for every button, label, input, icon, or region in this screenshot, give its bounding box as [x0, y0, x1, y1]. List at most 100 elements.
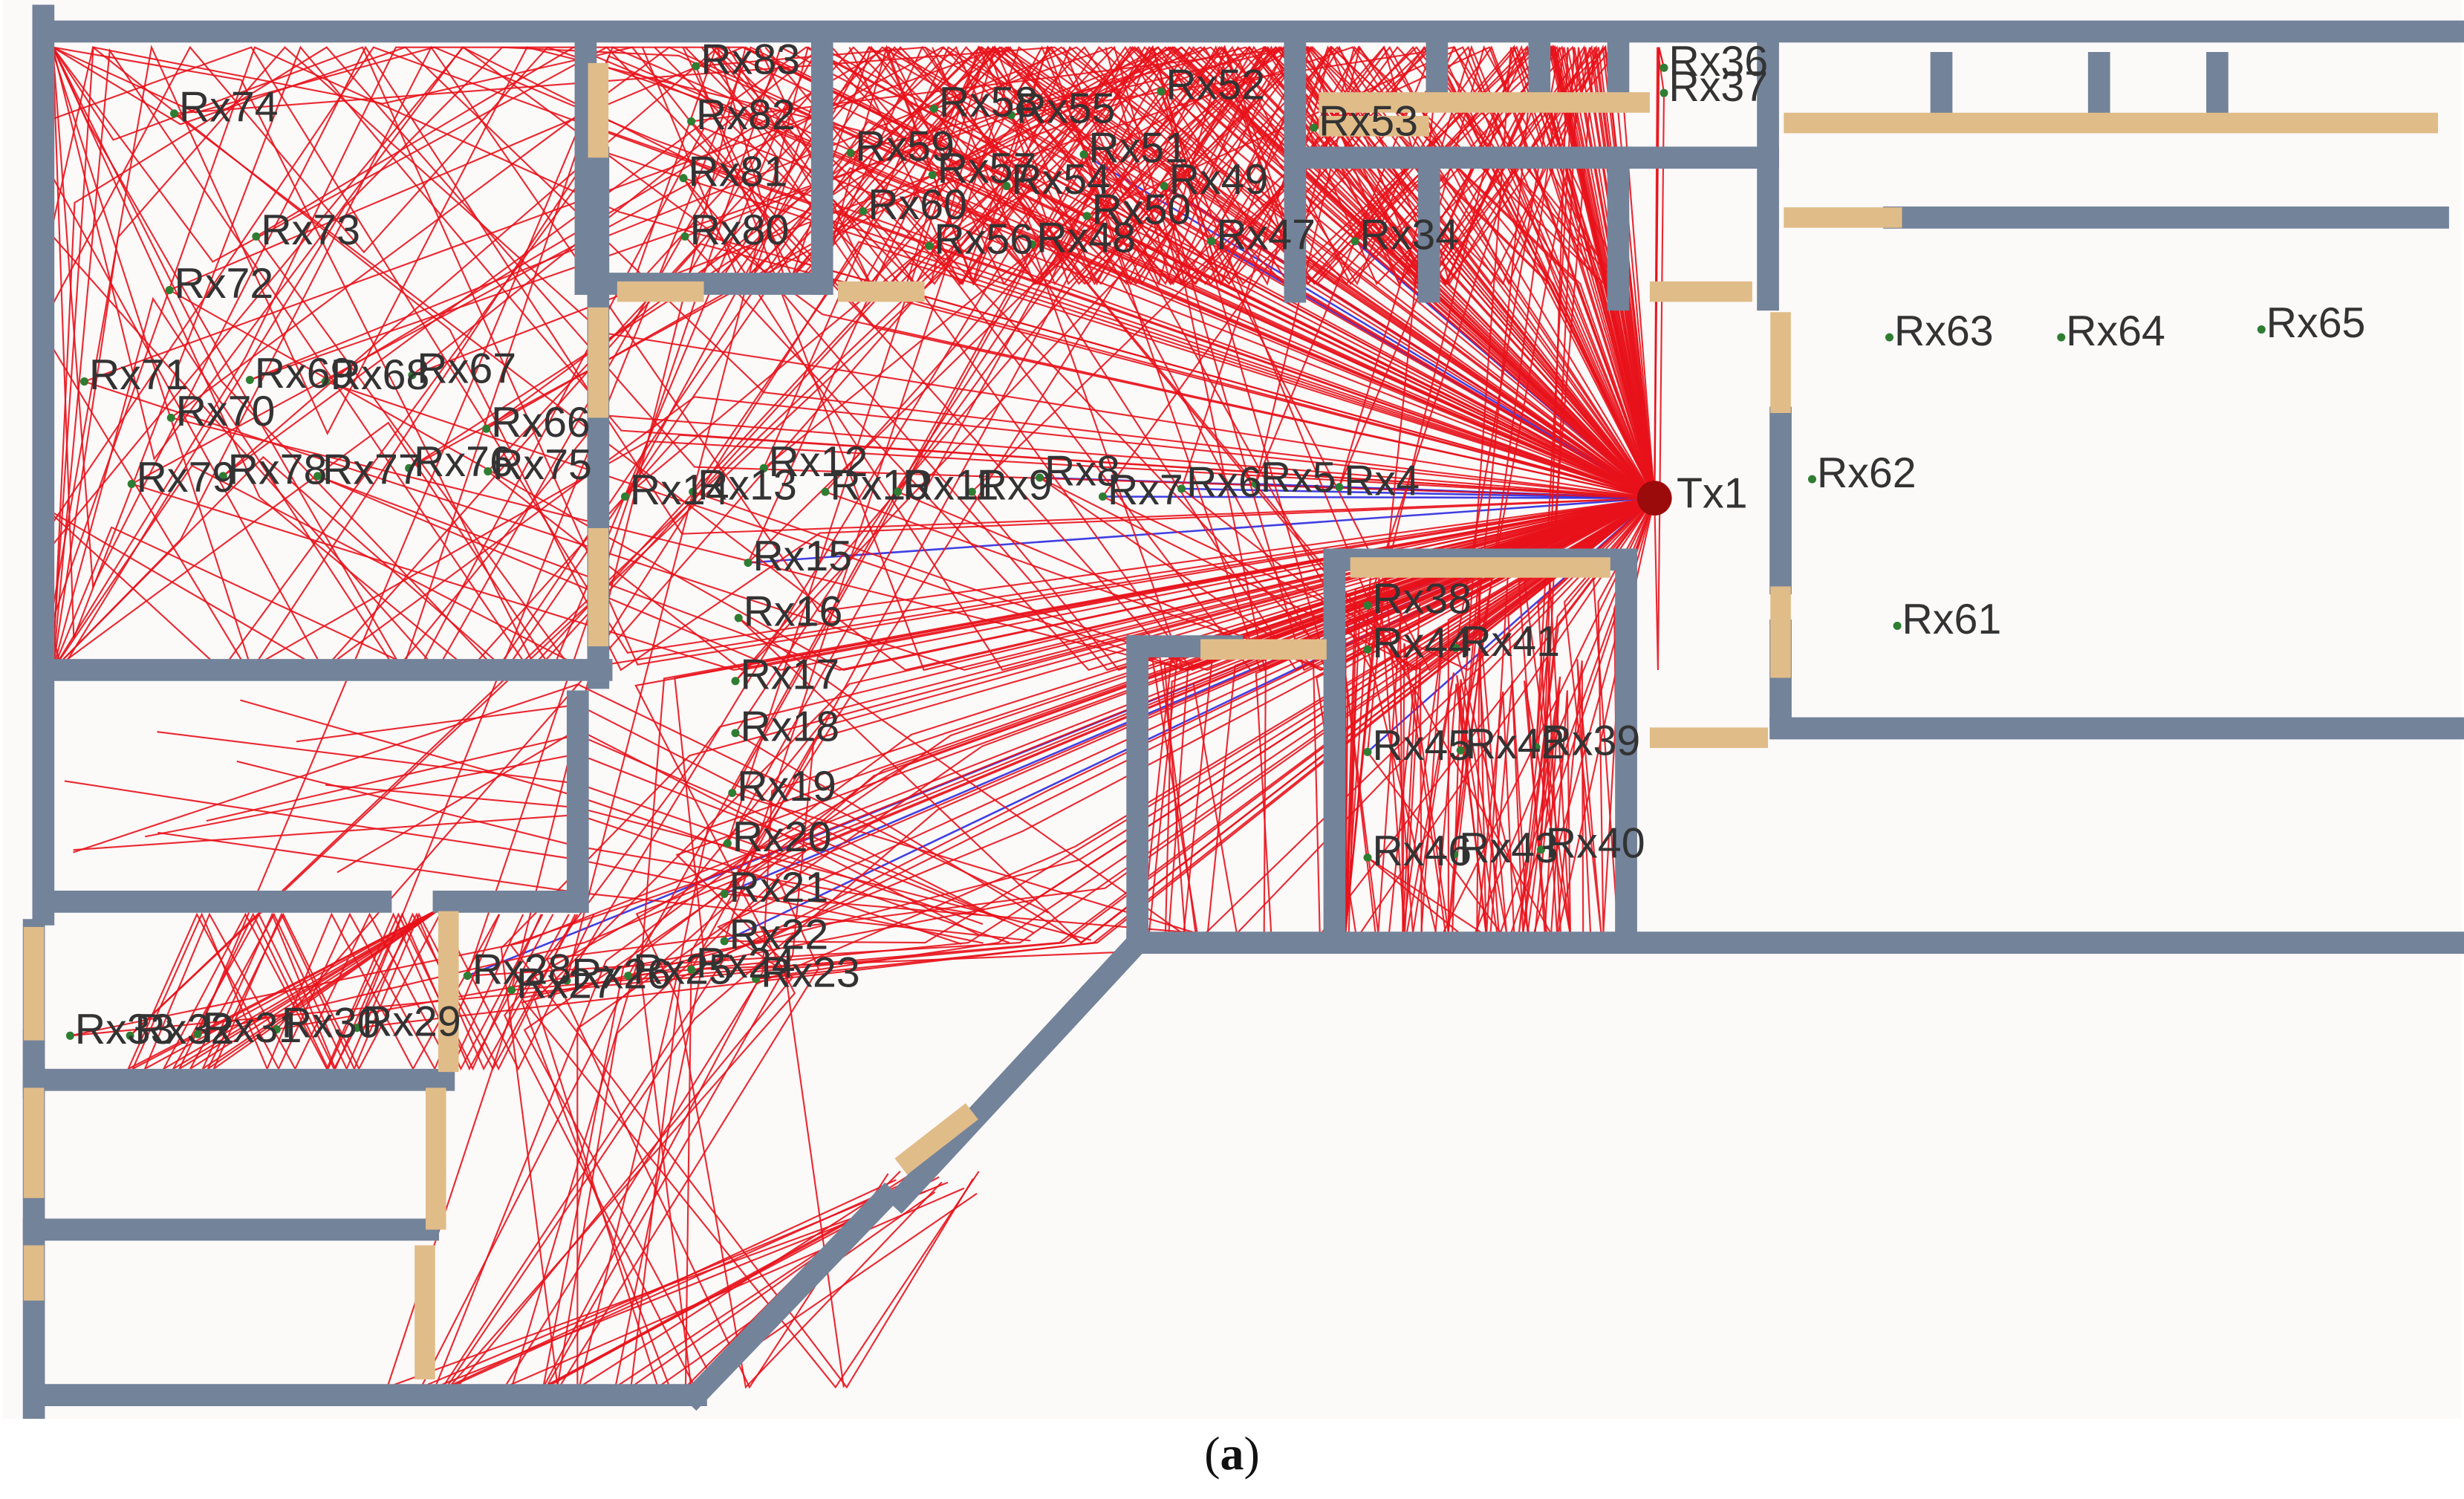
ray — [52, 45, 1655, 499]
receiver-dot-icon — [313, 472, 322, 481]
ray — [888, 45, 1656, 498]
receiver: Rx67 — [408, 345, 516, 393]
receiver-dot-icon — [1660, 88, 1668, 97]
receiver: Rx25 — [624, 946, 732, 993]
receiver-label: Rx16 — [744, 588, 843, 636]
receiver-label: Rx72 — [174, 260, 273, 308]
receiver: Rx26 — [562, 951, 671, 998]
receiver: Rx60 — [859, 181, 967, 229]
ray — [635, 497, 1655, 1389]
receiver: Rx31 — [193, 1004, 302, 1052]
ray — [1255, 45, 1656, 499]
receiver-dot-icon — [679, 174, 688, 183]
receiver-label: Rx49 — [1169, 156, 1269, 204]
receiver-label: Rx41 — [1460, 618, 1560, 666]
ray — [758, 45, 1656, 498]
receiver: Rx28 — [463, 946, 571, 993]
receiver-label: Rx47 — [1216, 211, 1316, 258]
receiver-label: Rx15 — [752, 533, 852, 580]
ray — [897, 46, 1656, 499]
ray — [1180, 45, 1656, 499]
receiver: Rx62 — [1807, 449, 1917, 497]
receiver-label: Rx23 — [761, 949, 860, 997]
ray — [763, 46, 1655, 499]
figure-caption: (a) — [1204, 1427, 1260, 1480]
receiver: Rx81 — [679, 148, 787, 195]
receiver-dot-icon — [80, 377, 89, 386]
receiver: Rx82 — [687, 91, 796, 139]
ray — [798, 45, 1656, 498]
ray — [632, 45, 1656, 498]
receiver-label: Rx7 — [1108, 466, 1183, 514]
receiver-label: Rx65 — [2266, 299, 2366, 347]
ray — [763, 46, 1656, 499]
receiver-label: Rx66 — [491, 399, 591, 446]
receiver: Rx59 — [846, 123, 955, 170]
receiver-label: Rx61 — [1902, 596, 2001, 643]
receiver-label: Rx57 — [937, 145, 1037, 192]
ray — [640, 497, 1655, 1388]
receiver-label: Rx27 — [516, 960, 616, 1007]
ray — [932, 46, 1656, 499]
receiver: Rx30 — [272, 999, 381, 1047]
receiver: Rx5 — [1251, 454, 1336, 501]
receiver-label: Rx78 — [228, 446, 328, 494]
receiver: Rx38 — [1363, 576, 1472, 623]
receiver-dot-icon — [1532, 743, 1541, 752]
receiver-label: Rx22 — [729, 911, 829, 959]
receiver: Rx37 — [1660, 63, 1768, 111]
receiver-label: Rx39 — [1541, 718, 1640, 765]
receiver-dot-icon — [1251, 480, 1260, 489]
receiver: Rx58 — [929, 79, 1038, 126]
ray — [850, 46, 1656, 499]
receiver-label: Rx26 — [571, 951, 671, 998]
receiver-dot-icon — [353, 1024, 362, 1033]
receiver-label: Rx11 — [903, 462, 999, 510]
ray — [545, 497, 1655, 1389]
receiver-label: Rx56 — [934, 216, 1033, 264]
transmitter: Tx1 — [1636, 469, 1748, 517]
receiver: Rx49 — [1160, 156, 1269, 204]
ray — [222, 46, 1655, 499]
receiver-label: Rx53 — [1319, 98, 1418, 146]
receiver: Rx72 — [165, 260, 273, 308]
receiver: Rx68 — [321, 351, 429, 399]
receiver-dot-icon — [1363, 747, 1372, 756]
receiver-dot-icon — [1363, 853, 1372, 862]
receiver-dot-icon — [218, 472, 227, 481]
ray — [456, 497, 1655, 1388]
receiver-label: Rx36 — [1668, 38, 1768, 85]
ray — [724, 45, 1655, 942]
ray — [932, 46, 1655, 499]
receiver-dot-icon — [720, 937, 729, 946]
receiver-dot-icon — [166, 413, 175, 422]
receiver-label: Rx29 — [362, 998, 461, 1045]
receiver-dot-icon — [620, 492, 629, 501]
receiver: Rx43 — [1450, 825, 1558, 872]
receiver-dot-icon — [744, 559, 752, 568]
receiver-dot-icon — [1082, 212, 1091, 221]
receiver-dot-icon — [1885, 333, 1893, 342]
receiver-label: Rx21 — [729, 864, 829, 911]
transmitter-label: Tx1 — [1677, 469, 1748, 517]
receiver-dot-icon — [687, 117, 696, 126]
receiver-label: Rx64 — [2066, 308, 2165, 355]
receiver-label: Rx31 — [203, 1004, 302, 1052]
receiver: Rx45 — [1363, 722, 1472, 770]
receiver-dot-icon — [484, 467, 493, 476]
receiver-label: Rx74 — [179, 83, 279, 131]
receiver-label: Rx58 — [939, 79, 1038, 126]
receiver-dot-icon — [1660, 63, 1668, 72]
receiver-label: Rx42 — [1466, 721, 1565, 768]
receiver: Rx75 — [484, 441, 592, 489]
receiver-label: Rx18 — [740, 703, 839, 750]
receiver-label: Rx70 — [176, 388, 276, 435]
receiver-dot-icon — [408, 371, 417, 380]
ray — [250, 46, 1656, 499]
receiver-dot-icon — [731, 729, 740, 738]
receiver-dot-icon — [165, 285, 174, 295]
receiver-dot-icon — [929, 104, 938, 113]
receiver-dot-icon — [925, 241, 934, 250]
doors — [23, 62, 2438, 1379]
receiver: Rx39 — [1532, 718, 1640, 765]
